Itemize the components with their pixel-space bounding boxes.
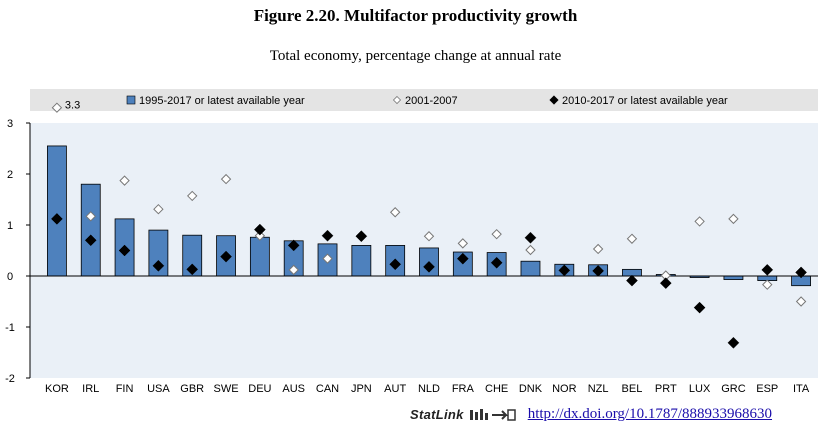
markers [51,102,807,349]
x-tick-label: PRT [655,383,677,395]
figure-subtitle: Total economy, percentage change at annu… [269,48,562,64]
x-tick-label: IRL [82,383,99,395]
x-tick-label: ITA [793,383,810,395]
open-diamond-marker-irl [85,211,96,222]
x-tick-label: NZL [588,383,609,395]
x-tick-label: CHE [485,383,508,395]
open-diamond-marker-che [491,228,502,240]
bar-jpn [351,244,372,277]
filled-diamond-marker-usa [152,259,165,272]
open-diamond-marker-fin [119,175,130,186]
y-axis: 3 2 1 0 -1 -2 [5,118,31,385]
x-tick-label: FIN [116,383,134,395]
legend-bar-swatch [126,95,136,105]
y-tick-label: 3 [7,118,13,130]
y-tick-label: 2 [7,169,13,181]
statlink: StatLink http://dx.doi.org/10.1787/88893… [410,406,772,423]
statlink-label: StatLink [410,407,464,422]
legend-label: 1995-2017 or latest available year [139,95,305,107]
open-diamond-marker-usa [153,203,164,215]
x-tick-label: AUS [282,383,305,395]
filled-diamond-marker-esp [761,264,774,276]
legend-filled-diamond-swatch [549,95,559,105]
x-tick-label: NLD [418,383,440,395]
filled-diamond-marker-bel [626,274,638,287]
open-diamond-marker-lux [694,216,705,227]
bar-kor [47,145,67,277]
filled-diamond-marker-swe [220,250,232,263]
x-tick-label: SWE [214,383,239,395]
open-diamond-marker-bel [626,233,638,244]
chart: 1995-2017 or latest available year 2001-2… [5,89,818,395]
open-diamond-marker-nld [423,231,435,242]
filled-diamond-marker-dnk [524,231,537,244]
y-tick-label: -2 [5,373,15,385]
y-tick-label: 1 [7,220,13,232]
filled-diamond-marker-ita [795,266,807,279]
statlink-logo-icon [469,408,516,421]
filled-diamond-marker-kor [51,213,63,225]
annotation-label: 3.3 [65,100,80,112]
legend-area [30,89,818,111]
open-diamond-marker-ita [795,296,807,307]
x-tick-label: CAN [316,383,339,395]
legend-label: 2001-2007 [405,95,458,107]
open-diamond-marker-aus [288,264,299,276]
x-tick-label: NOR [552,383,577,395]
filled-diamond-marker-jpn [355,230,368,243]
filled-diamond-marker-can [321,229,334,242]
filled-diamond-marker-nor [558,264,571,277]
x-tick-label: GBR [180,383,204,395]
statlink-url[interactable]: http://dx.doi.org/10.1787/888933968630 [527,406,773,422]
open-diamond-marker-esp [762,279,773,290]
x-tick-label: JPN [351,383,372,395]
x-tick-label: USA [147,383,170,395]
bar-dnk [520,260,541,277]
x-tick-label: KOR [45,383,69,395]
bar-deu [249,236,270,277]
figure-title: Figure 2.20. Multifactor productivity gr… [253,6,578,25]
open-diamond-marker-grc [728,213,739,225]
filled-diamond-marker-fin [118,244,131,257]
open-diamond-marker-nzl [592,243,604,255]
legend: 1995-2017 or latest available year 2001-2… [126,95,728,107]
filled-diamond-marker-grc [727,336,740,349]
x-tick-label: DEU [248,383,271,395]
legend-open-diamond-swatch [392,95,402,105]
x-tick-label: FRA [452,383,475,395]
open-diamond-marker-fra [457,238,469,249]
open-diamond-marker-can [322,253,333,264]
x-tick-label: GRC [721,383,746,395]
filled-diamond-marker-nzl [592,265,604,277]
y-tick-label: -1 [5,322,15,334]
open-diamond-marker-kor [51,102,63,113]
filled-diamond-marker-deu [254,223,266,236]
x-tick-label: ESP [756,383,778,395]
filled-diamond-marker-irl [84,234,97,247]
filled-diamond-marker-nld [423,260,435,273]
open-diamond-marker-gbr [187,190,198,202]
bar-irl [80,183,101,277]
bar-grc [723,275,744,280]
open-diamond-marker-deu [254,230,266,241]
filled-diamond-marker-che [490,256,503,269]
filled-diamond-marker-gbr [186,263,199,276]
x-tick-label: LUX [689,383,711,395]
open-diamond-marker-swe [220,173,232,185]
annotations: 3.3 [65,100,80,112]
x-tick-label: DNK [519,383,543,395]
filled-diamond-marker-aut [389,258,402,271]
filled-diamond-marker-prt [659,277,672,289]
filled-diamond-marker-fra [456,252,469,265]
open-diamond-marker-aut [389,207,401,218]
open-diamond-marker-dnk [525,244,536,256]
x-tick-label: BEL [622,383,643,395]
y-tick-label: 0 [7,271,13,283]
x-axis: KOR IRL FIN USA GBR SWE DEU AUS CAN JPN AUT NLD FRA C… [45,383,810,395]
x-tick-label: AUT [384,383,406,395]
filled-diamond-marker-lux [693,301,706,314]
filled-diamond-marker-aus [287,239,300,252]
legend-label: 2010-2017 or latest available year [562,95,728,107]
